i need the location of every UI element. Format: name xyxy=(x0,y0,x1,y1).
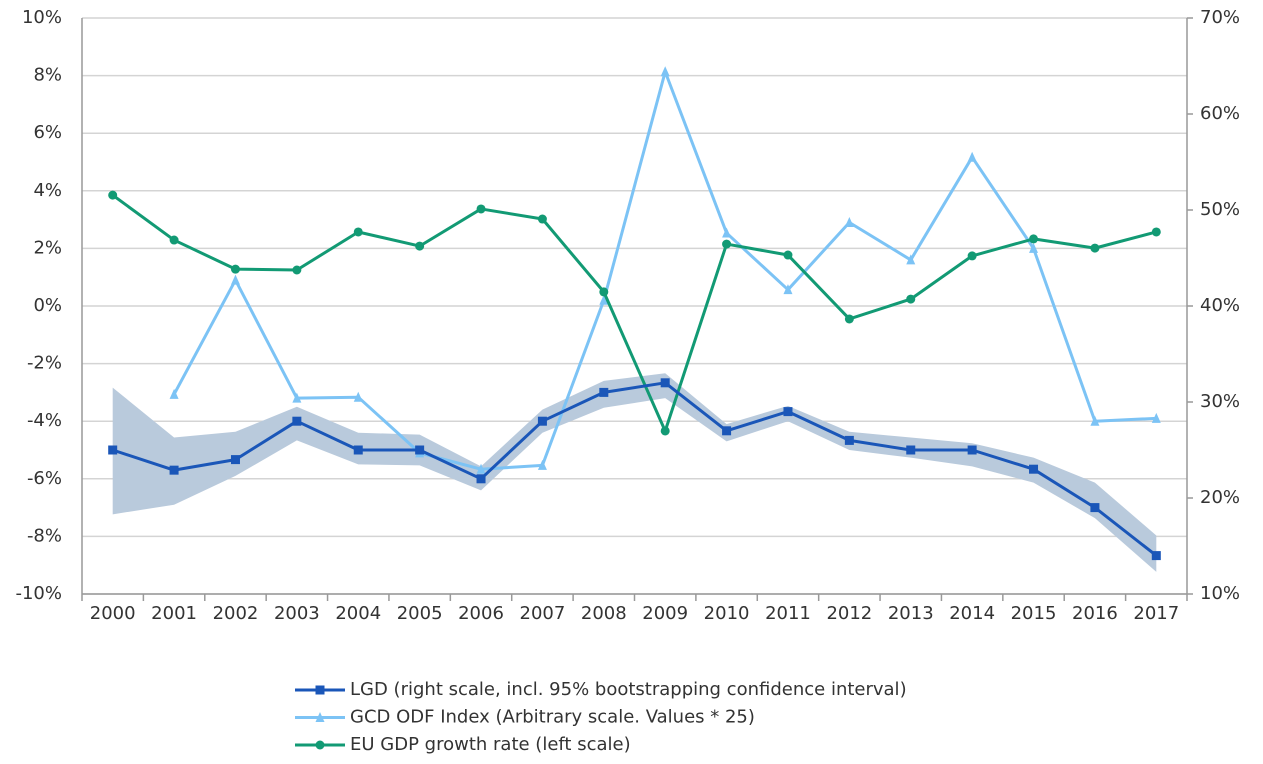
series-line xyxy=(172,70,1157,471)
data-point xyxy=(783,284,793,295)
x-tick-label: 2014 xyxy=(949,603,995,624)
y-tick-label: 6% xyxy=(33,122,62,143)
y2-tick-label: 50% xyxy=(1200,199,1240,220)
data-point xyxy=(292,416,302,426)
x-tick-label: 2000 xyxy=(90,603,136,624)
x-tick-label: 2008 xyxy=(581,603,627,624)
data-point xyxy=(169,235,179,245)
x-tick-label: 2016 xyxy=(1072,603,1118,624)
data-point xyxy=(108,445,118,455)
y-tick-label: 8% xyxy=(33,65,62,86)
data-point xyxy=(292,265,302,275)
y2-tick-label: 10% xyxy=(1200,583,1240,604)
data-point xyxy=(599,294,609,305)
x-tick-label: 2015 xyxy=(1011,603,1057,624)
data-point xyxy=(660,378,670,388)
data-point xyxy=(967,251,977,261)
legend-label: EU GDP growth rate (left scale) xyxy=(350,734,631,755)
x-tick-label: 2006 xyxy=(458,603,504,624)
data-point xyxy=(783,407,793,417)
data-point xyxy=(599,287,609,297)
data-point xyxy=(353,391,363,402)
data-point xyxy=(230,264,240,274)
x-tick-label: 2010 xyxy=(704,603,750,624)
data-point xyxy=(1029,242,1039,253)
x-tick-label: 2017 xyxy=(1133,603,1179,624)
data-point xyxy=(1151,227,1161,237)
data-point xyxy=(537,214,547,224)
y-tick-label: 0% xyxy=(33,295,62,316)
data-point xyxy=(722,239,732,249)
confidence-band xyxy=(112,373,1157,572)
data-point xyxy=(230,274,240,285)
x-tick-label: 2005 xyxy=(397,603,443,624)
y-tick-label: 10% xyxy=(22,7,62,28)
data-point xyxy=(353,227,363,237)
data-point xyxy=(1029,464,1039,474)
data-point xyxy=(722,426,732,436)
x-tick-label: 2012 xyxy=(826,603,872,624)
data-point xyxy=(476,204,486,214)
data-point xyxy=(292,392,302,403)
data-point xyxy=(353,445,363,455)
y-tick-label: 4% xyxy=(33,180,62,201)
data-point xyxy=(476,463,486,474)
data-point xyxy=(1090,243,1100,253)
data-point xyxy=(599,387,609,397)
data-point xyxy=(844,435,854,445)
data-point xyxy=(660,426,670,436)
x-tick-label: 2009 xyxy=(642,603,688,624)
y-tick-label: 2% xyxy=(33,237,62,258)
legend-marker xyxy=(315,712,325,722)
data-point xyxy=(906,445,916,455)
data-point xyxy=(108,190,118,200)
data-point xyxy=(1151,551,1161,561)
data-point xyxy=(1090,415,1100,426)
x-tick-label: 2013 xyxy=(888,603,934,624)
data-point xyxy=(967,151,977,162)
data-point xyxy=(1029,234,1039,244)
x-tick-label: 2011 xyxy=(765,603,811,624)
series-line xyxy=(112,381,1158,557)
y2-tick-label: 40% xyxy=(1200,295,1240,316)
data-point xyxy=(660,66,670,77)
data-point xyxy=(415,241,425,251)
data-point xyxy=(906,254,916,265)
x-tick-label: 2004 xyxy=(335,603,381,624)
y-tick-label: -8% xyxy=(27,525,62,546)
data-point xyxy=(537,459,547,470)
series-line xyxy=(111,193,1157,433)
data-point xyxy=(169,388,179,399)
data-point xyxy=(1151,412,1161,423)
data-point xyxy=(415,445,425,455)
data-point xyxy=(169,465,179,475)
y2-tick-label: 30% xyxy=(1200,391,1240,412)
data-point xyxy=(537,416,547,426)
y-tick-label: -10% xyxy=(15,583,62,604)
data-point xyxy=(722,227,732,238)
y2-tick-label: 60% xyxy=(1200,103,1240,124)
y-tick-label: -6% xyxy=(27,468,62,489)
data-point xyxy=(967,445,977,455)
data-point xyxy=(844,314,854,324)
data-point xyxy=(783,250,793,260)
y2-tick-label: 20% xyxy=(1200,487,1240,508)
legend-label: GCD ODF Index (Arbitrary scale. Values *… xyxy=(350,707,755,728)
y-tick-label: -2% xyxy=(27,353,62,374)
data-point xyxy=(906,294,916,304)
x-tick-label: 2002 xyxy=(213,603,259,624)
legend-marker xyxy=(315,685,325,695)
data-point xyxy=(1090,503,1100,513)
data-point xyxy=(230,455,240,465)
y2-tick-label: 70% xyxy=(1200,7,1240,28)
x-tick-label: 2007 xyxy=(520,603,566,624)
data-point xyxy=(476,474,486,484)
y-tick-label: -4% xyxy=(27,410,62,431)
data-point xyxy=(844,216,854,227)
legend-label: LGD (right scale, incl. 95% bootstrappin… xyxy=(350,679,907,700)
legend-marker xyxy=(315,740,325,750)
x-tick-label: 2003 xyxy=(274,603,320,624)
x-tick-label: 2001 xyxy=(151,603,197,624)
